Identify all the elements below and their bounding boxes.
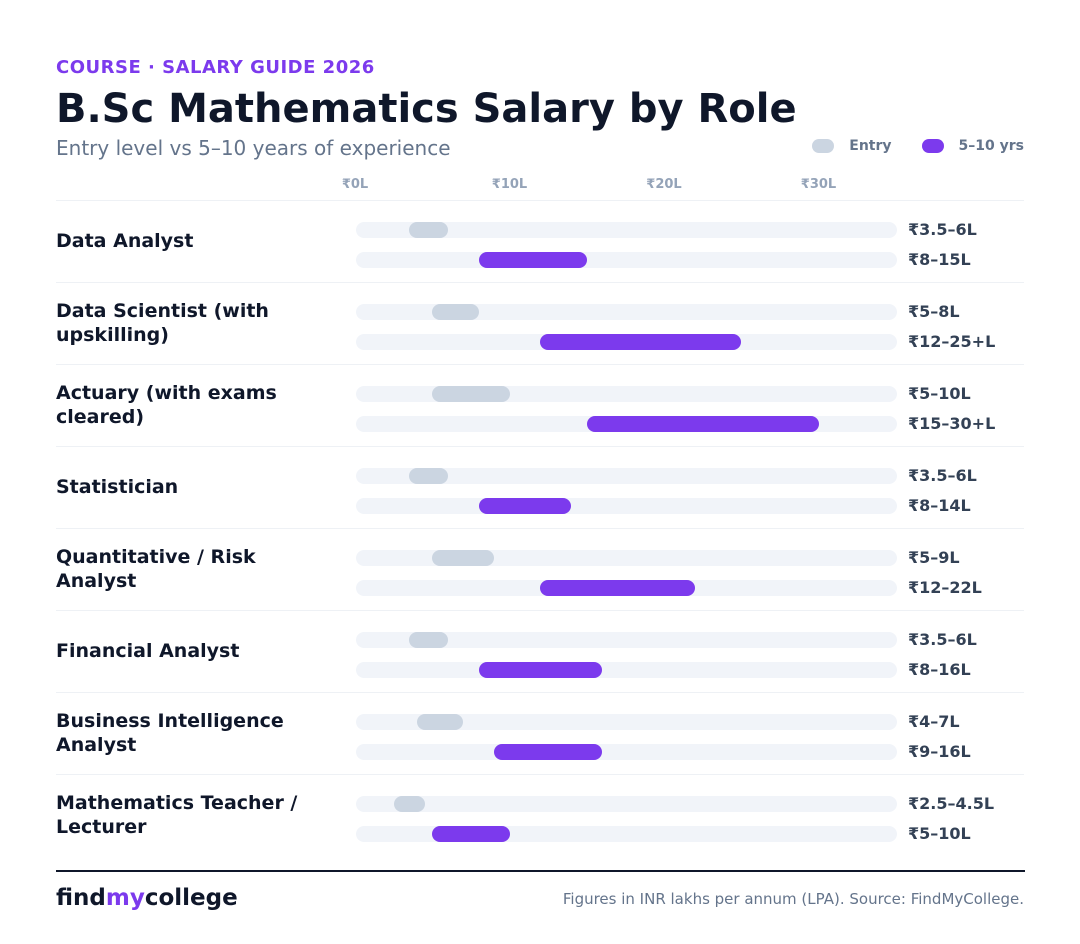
senior-track [356,416,897,432]
role-row: Data Scientist (with upskilling) ₹5–8L ₹12… [0,282,1080,365]
entry-range-label: ₹4–7L [908,712,960,731]
senior-range-label: ₹12–25+L [908,332,996,351]
entry-salary-bar [432,304,479,320]
header-divider [56,200,1024,201]
entry-salary-bar [393,796,425,812]
senior-track [356,580,897,596]
legend-senior: 5–10 yrs [921,138,1024,154]
entry-range-label: ₹5–8L [908,302,960,321]
senior-track [356,662,897,678]
entry-range-label: ₹3.5–6L [908,466,977,485]
entry-track [356,632,897,648]
brand-logo: findmycollege [56,885,238,911]
role-label: Mathematics Teacher / Lecturer [56,792,298,838]
brand-college: college [144,885,238,911]
source-note: Figures in INR lakhs per annum (LPA). So… [562,890,1024,908]
entry-track [356,468,897,484]
senior-salary-bar [540,334,742,350]
row-divider [56,692,1024,693]
entry-range-label: ₹3.5–6L [908,220,977,239]
senior-salary-bar [432,826,510,842]
legend-entry-swatch [812,139,835,153]
senior-salary-bar [478,662,603,678]
entry-range-label: ₹5–10L [908,384,971,403]
senior-range-label: ₹8–14L [908,496,971,515]
role-label: Quantitative / Risk Analyst [56,546,256,592]
role-label: Statistician [56,476,179,498]
senior-range-label: ₹12–22L [908,578,982,597]
footer-divider [56,870,1025,872]
entry-salary-bar [432,550,495,566]
senior-range-label: ₹15–30+L [908,414,996,433]
legend-entry-label: Entry [849,138,892,154]
role-label: Data Scientist (with upskilling) [56,300,269,346]
row-divider [56,774,1024,775]
entry-salary-bar [409,468,448,484]
chart-title: B.Sc Mathematics Salary by Role [56,86,797,132]
role-row: Financial Analyst ₹3.5–6L ₹8–16L [0,610,1080,693]
row-divider [56,446,1024,447]
role-label: Business Intelligence Analyst [56,710,284,756]
entry-track [356,222,897,238]
role-row: Quantitative / Risk Analyst ₹5–9L ₹12–22L [0,528,1080,611]
x-tick-label: ₹30L [800,177,837,192]
senior-salary-bar [494,744,603,760]
x-tick-label: ₹20L [646,177,682,192]
senior-range-label: ₹8–15L [908,250,971,269]
chart-subtitle: Entry level vs 5–10 years of experience [56,136,451,160]
senior-track [356,252,897,268]
senior-salary-bar [586,416,819,432]
senior-salary-bar [478,498,572,514]
x-tick-label: ₹10L [491,177,528,192]
chart-rows: Data Analyst ₹3.5–6L ₹8–15L Data Scientist … [0,200,1080,856]
entry-salary-bar [409,222,448,238]
role-row: Statistician ₹3.5–6L ₹8–14L [0,446,1080,529]
eyebrow-label: COURSE · SALARY GUIDE 2026 [56,57,375,78]
row-divider [56,610,1024,611]
legend-senior-swatch [921,139,944,153]
entry-salary-bar [416,714,464,730]
senior-track [356,744,897,760]
role-label: Financial Analyst [56,640,240,662]
brand-my: my [105,885,145,911]
entry-salary-bar [432,386,510,402]
role-label: Actuary (with exams cleared) [56,382,277,428]
role-row: Business Intelligence Analyst ₹4–7L ₹9–16L [0,692,1080,775]
entry-range-label: ₹2.5–4.5L [908,794,995,813]
brand-find: find [56,885,106,911]
senior-range-label: ₹9–16L [908,742,971,761]
entry-track [356,714,897,730]
role-row: Data Analyst ₹3.5–6L ₹8–15L [0,200,1080,283]
senior-range-label: ₹5–10L [908,824,971,843]
entry-range-label: ₹3.5–6L [908,630,977,649]
entry-salary-bar [409,632,448,648]
row-divider [56,282,1024,283]
role-row: Mathematics Teacher / Lecturer ₹2.5–4.5L ₹… [0,774,1080,856]
senior-track [356,826,897,842]
entry-track [356,796,897,812]
senior-salary-bar [540,580,695,596]
role-label: Data Analyst [56,230,194,252]
senior-track [356,334,897,350]
senior-range-label: ₹8–16L [908,660,971,679]
senior-salary-bar [478,252,587,268]
legend: Entry 5–10 yrs [812,138,1024,154]
entry-track [356,386,897,402]
entry-track [356,304,897,320]
x-tick-label: ₹0L [341,177,369,192]
entry-track [356,550,897,566]
entry-range-label: ₹5–9L [908,548,960,567]
role-row: Actuary (with exams cleared) ₹5–10L ₹15–30… [0,364,1080,447]
row-divider [56,528,1024,529]
senior-track [356,498,897,514]
row-divider [56,364,1024,365]
legend-senior-label: 5–10 yrs [958,138,1024,154]
legend-entry: Entry [812,138,892,154]
